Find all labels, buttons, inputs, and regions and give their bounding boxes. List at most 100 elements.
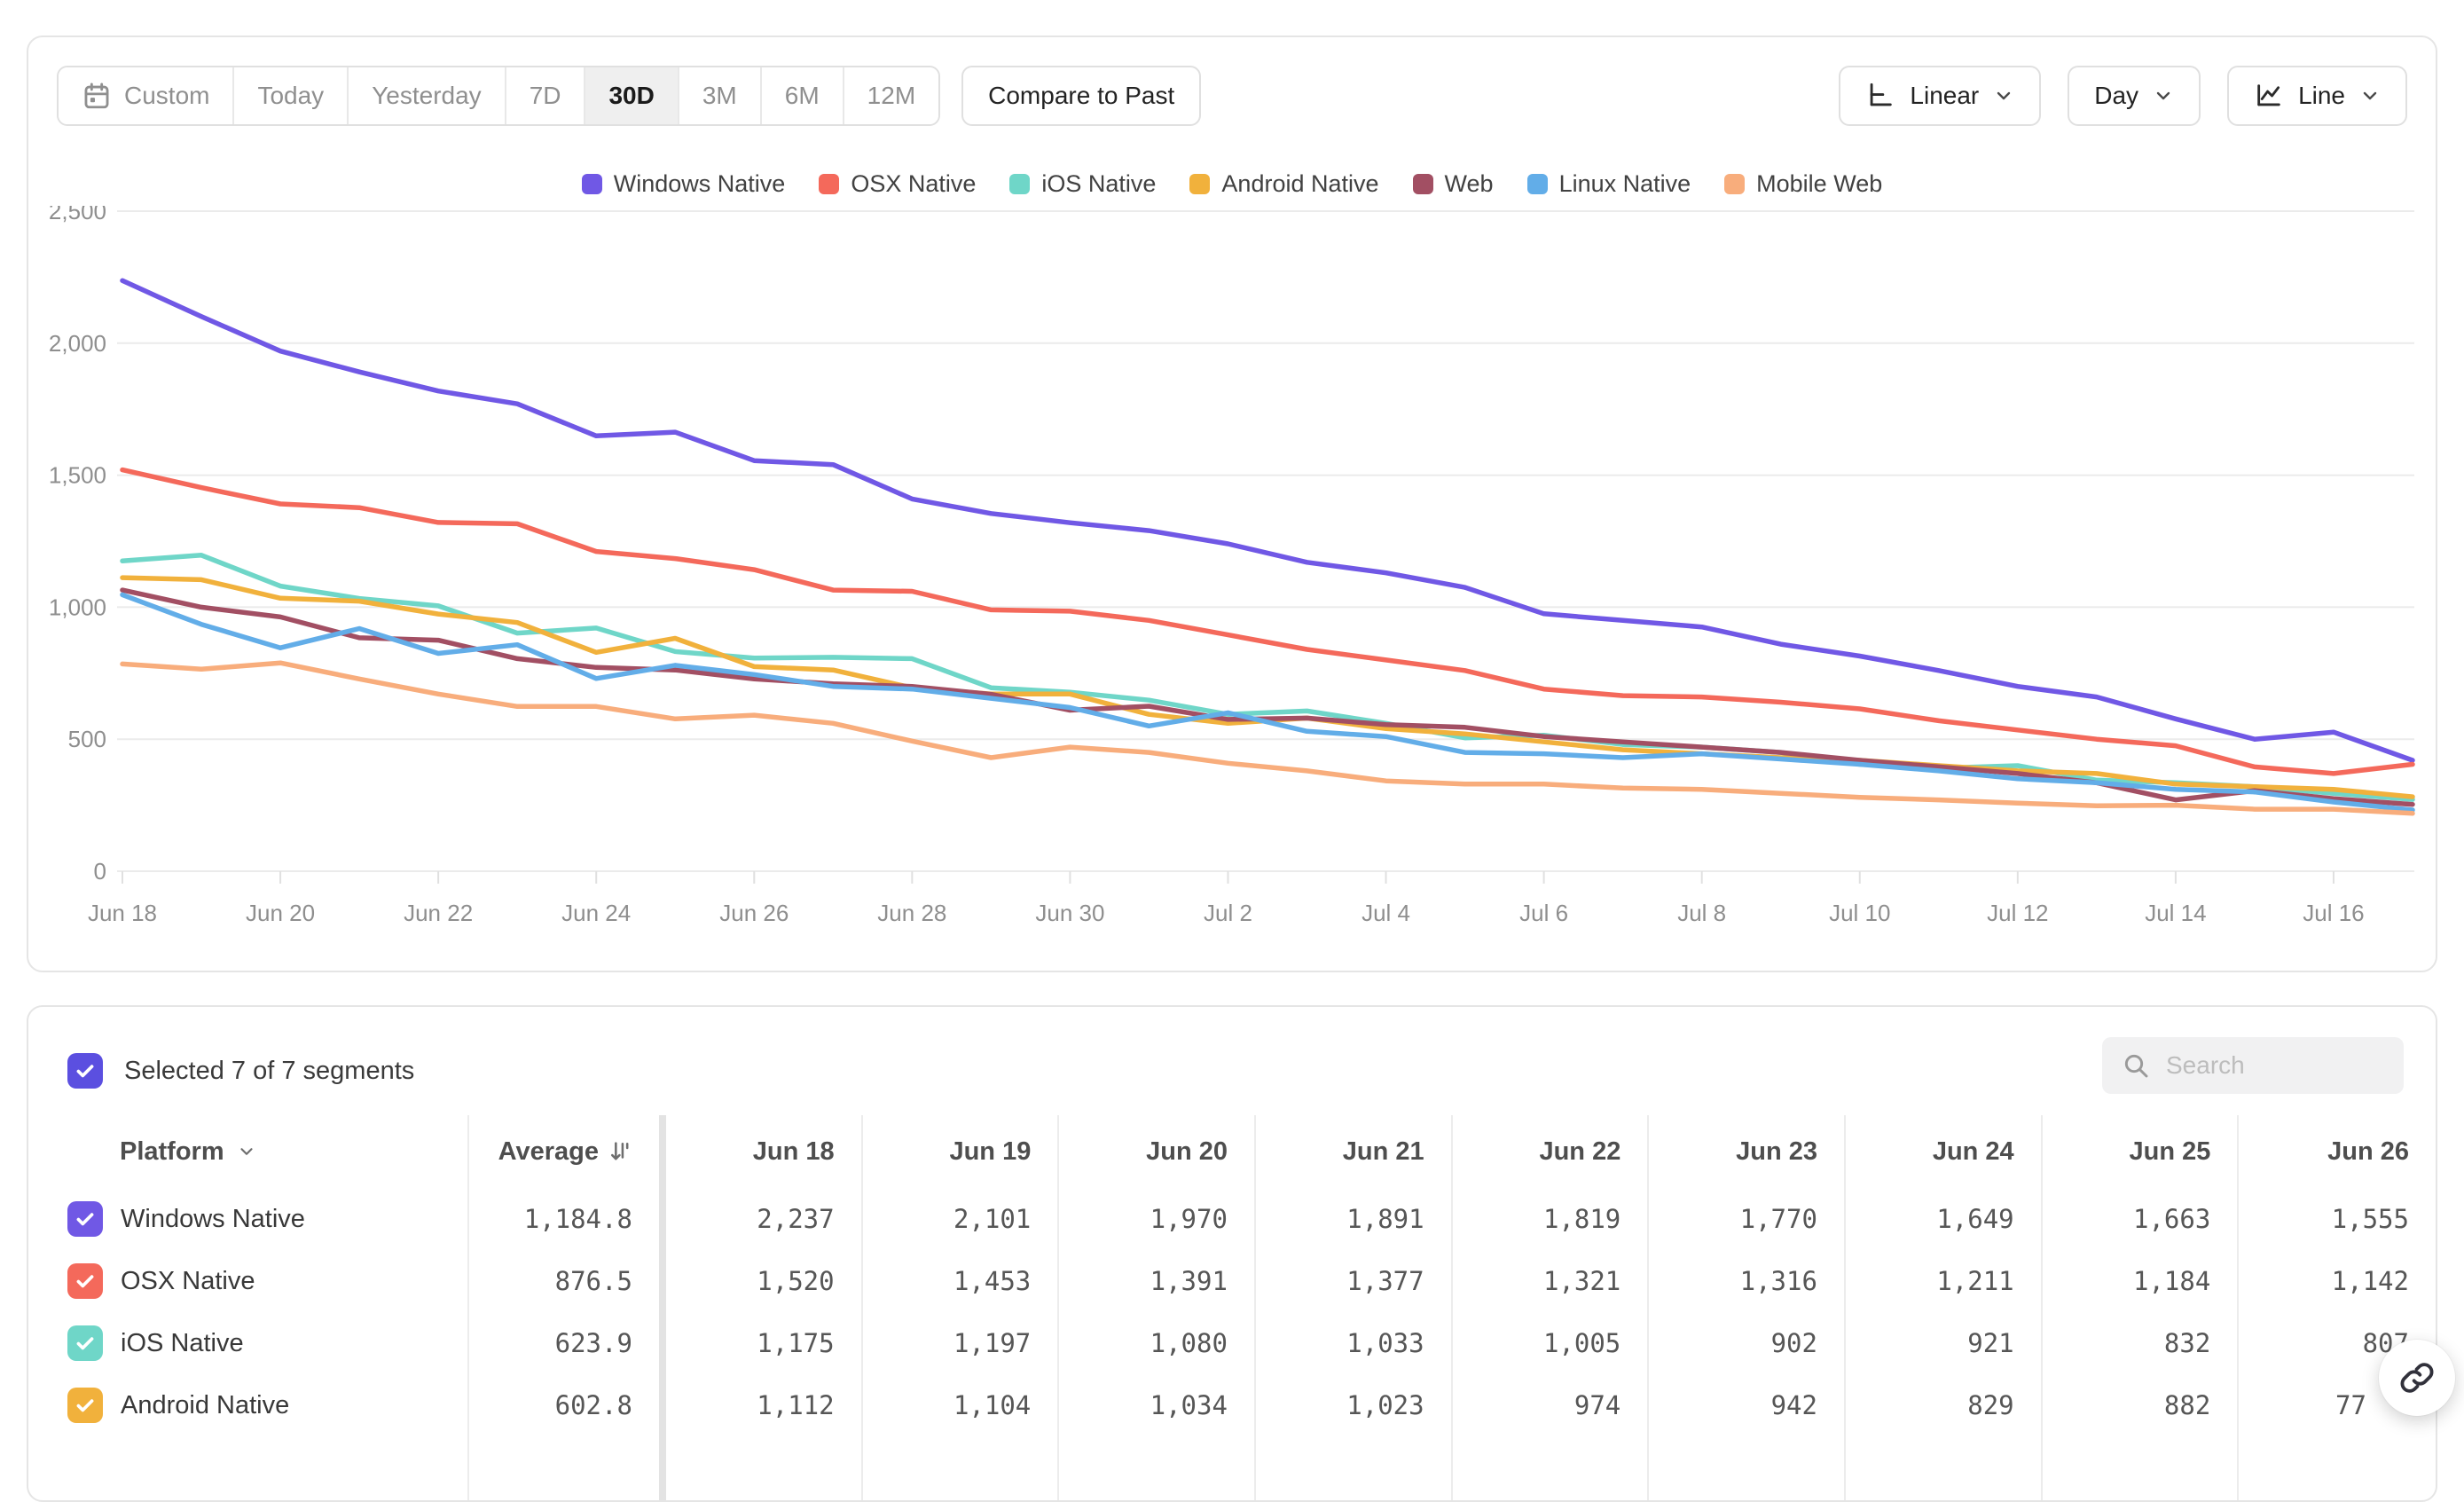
daily-value: 2,237 xyxy=(757,1204,835,1234)
x-axis-tick-label: Jul 10 xyxy=(1829,900,1890,926)
column-header-jun-22[interactable]: Jun 22 xyxy=(1453,1115,1650,1188)
calendar-icon xyxy=(82,81,112,111)
value-cell: 1,970 xyxy=(1059,1188,1256,1250)
chart-toolbar: Custom Today Yesterday 7D 30D 3M 6M 12M Compare… xyxy=(57,66,2407,126)
value-cell: 1,555 xyxy=(2239,1188,2436,1250)
x-axis-tick-label: Jul 8 xyxy=(1677,900,1726,926)
column-header-jun-23[interactable]: Jun 23 xyxy=(1649,1115,1847,1188)
daily-value: 1,391 xyxy=(1150,1266,1228,1296)
x-axis-tick-label: Jul 6 xyxy=(1519,900,1568,926)
sort-descending-icon xyxy=(608,1139,632,1164)
range-3m[interactable]: 3M xyxy=(677,67,760,124)
range-yesterday[interactable]: Yesterday xyxy=(347,67,505,124)
chart-type-dropdown[interactable]: Line xyxy=(2227,66,2407,126)
value-cell: 1,663 xyxy=(2043,1188,2240,1250)
compare-to-past-button[interactable]: Compare to Past xyxy=(961,66,1202,126)
series-line-web xyxy=(120,587,2415,807)
column-header-platform[interactable]: Platform xyxy=(28,1115,470,1188)
value-cell: 1,112 xyxy=(666,1374,863,1436)
column-header-jun-25[interactable]: Jun 25 xyxy=(2043,1115,2240,1188)
filler-cell xyxy=(666,1436,863,1500)
search-input[interactable] xyxy=(2164,1050,2384,1081)
selected-summary-label: Selected 7 of 7 segments xyxy=(124,1056,415,1085)
legend-label: Web xyxy=(1444,170,1494,197)
value-cell: 1,005 xyxy=(1453,1312,1650,1374)
table-row[interactable]: OSX Native 876.5 1,520 1,453 1,391 1,377 1,321… xyxy=(28,1250,2436,1312)
line-chart[interactable]: 0 500 1,000 1,500 2,000 2,500 Jun 18 Jun 20 Jun … xyxy=(28,198,2436,956)
copy-link-button[interactable] xyxy=(2379,1340,2455,1416)
segment-checkbox-ios-native[interactable] xyxy=(67,1325,103,1361)
legend-item-ios-native[interactable]: iOS Native xyxy=(1009,170,1156,198)
link-icon xyxy=(2399,1360,2435,1396)
date-header-label: Jun 23 xyxy=(1736,1136,1818,1166)
column-header-jun-18[interactable]: Jun 18 xyxy=(666,1115,863,1188)
date-header-label: Jun 21 xyxy=(1342,1136,1424,1166)
legend-item-windows-native[interactable]: Windows Native xyxy=(581,170,785,198)
legend-swatch xyxy=(1189,174,1211,194)
chart-card: Custom Today Yesterday 7D 30D 3M 6M 12M Compare… xyxy=(27,35,2437,972)
average-cell: 876.5 xyxy=(469,1250,666,1312)
range-today[interactable]: Today xyxy=(232,67,348,124)
value-cell: 974 xyxy=(1453,1374,1650,1436)
daily-value: 1,005 xyxy=(1542,1328,1621,1358)
value-cell: 1,184 xyxy=(2043,1250,2240,1312)
legend-item-mobile-web[interactable]: Mobile Web xyxy=(1724,170,1882,198)
legend-swatch xyxy=(819,174,840,194)
daily-value: 1,104 xyxy=(953,1390,1032,1420)
segment-checkbox-windows-native[interactable] xyxy=(67,1201,103,1237)
range-12m[interactable]: 12M xyxy=(842,67,939,124)
value-cell: 2,237 xyxy=(666,1188,863,1250)
daily-value: 1,211 xyxy=(1936,1266,2014,1296)
platform-header-label: Platform xyxy=(120,1136,224,1166)
range-custom[interactable]: Custom xyxy=(59,67,233,124)
filler-cell xyxy=(863,1436,1060,1500)
x-axis-tick-label: Jun 24 xyxy=(561,900,631,926)
date-header-label: Jun 24 xyxy=(1932,1136,2014,1166)
table-row[interactable]: iOS Native 623.9 1,175 1,197 1,080 1,033 1,005… xyxy=(28,1312,2436,1374)
range-30d[interactable]: 30D xyxy=(584,67,678,124)
table-row[interactable]: Windows Native 1,184.8 2,237 2,101 1,970 1,89… xyxy=(28,1188,2436,1250)
column-header-jun-20[interactable]: Jun 20 xyxy=(1059,1115,1256,1188)
daily-value: 1,197 xyxy=(953,1328,1032,1358)
select-all-checkbox[interactable] xyxy=(67,1053,103,1089)
date-header-label: Jun 25 xyxy=(2129,1136,2211,1166)
series-line-windows-native xyxy=(120,278,2415,763)
legend-label: OSX Native xyxy=(851,170,977,197)
x-axis-tick-label: Jul 16 xyxy=(2303,900,2364,926)
filler-cell xyxy=(1059,1436,1256,1500)
filler-cell xyxy=(1649,1436,1846,1500)
segments-summary: Selected 7 of 7 segments xyxy=(67,1053,414,1089)
legend-item-osx-native[interactable]: OSX Native xyxy=(819,170,976,198)
linear-axis-icon xyxy=(1865,81,1895,111)
column-header-average[interactable]: Average xyxy=(469,1115,666,1188)
interval-dropdown[interactable]: Day xyxy=(2068,66,2201,126)
column-header-jun-24[interactable]: Jun 24 xyxy=(1846,1115,2043,1188)
average-header-label: Average xyxy=(498,1136,599,1166)
x-axis-tick-label: Jun 22 xyxy=(404,900,473,926)
interval-dropdown-label: Day xyxy=(2094,82,2139,109)
column-header-jun-21[interactable]: Jun 21 xyxy=(1256,1115,1453,1188)
segment-checkbox-android-native[interactable] xyxy=(67,1388,103,1423)
value-cell: 1,770 xyxy=(1649,1188,1846,1250)
segment-checkbox-osx-native[interactable] xyxy=(67,1263,103,1299)
legend-item-linux-native[interactable]: Linux Native xyxy=(1526,170,1691,198)
series-line-ios-native xyxy=(120,553,2415,802)
column-header-jun-26[interactable]: Jun 26 xyxy=(2239,1115,2436,1188)
value-cell: 2,101 xyxy=(863,1188,1060,1250)
legend-item-web[interactable]: Web xyxy=(1412,170,1494,198)
column-header-jun-19[interactable]: Jun 19 xyxy=(863,1115,1060,1188)
scale-dropdown[interactable]: Linear xyxy=(1839,66,2042,126)
value-cell: 1,891 xyxy=(1256,1188,1453,1250)
legend-label: Linux Native xyxy=(1558,170,1691,197)
daily-value: 832 xyxy=(2163,1328,2211,1358)
range-label: Today xyxy=(257,82,325,109)
x-axis-tick-label: Jun 30 xyxy=(1035,900,1104,926)
table-row[interactable]: Android Native 602.8 1,112 1,104 1,034 1,023 9… xyxy=(28,1374,2436,1436)
platform-cell: iOS Native xyxy=(28,1312,470,1374)
legend-item-android-native[interactable]: Android Native xyxy=(1189,170,1379,198)
range-6m[interactable]: 6M xyxy=(759,67,843,124)
daily-value: 1,649 xyxy=(1936,1204,2014,1234)
range-7d[interactable]: 7D xyxy=(504,67,585,124)
daily-value: 1,175 xyxy=(757,1328,835,1358)
chevron-down-icon xyxy=(1993,85,2014,106)
